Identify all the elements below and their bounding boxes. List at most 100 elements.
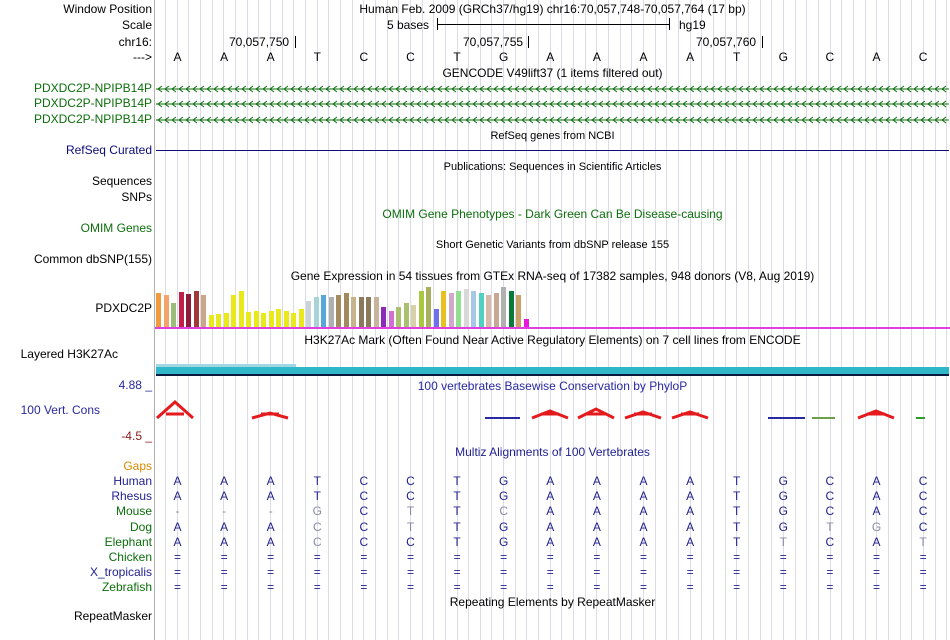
gtex-tissue-bar[interactable]	[261, 313, 266, 327]
refseq-label[interactable]: RefSeq Curated	[65, 143, 152, 157]
gtex-tissue-bar[interactable]	[486, 295, 491, 327]
gencode-transcript-1[interactable]	[156, 83, 949, 93]
gencode-transcript-3[interactable]	[156, 114, 949, 124]
gtex-tissue-bar[interactable]	[321, 295, 326, 327]
window-position-value[interactable]: Human Feb. 2009 (GRCh37/hg19) chr16:70,0…	[359, 2, 746, 16]
species-label-x_tropicalis[interactable]: X_tropicalis	[89, 565, 152, 580]
gtex-tissue-bar[interactable]	[456, 291, 461, 327]
reference-base[interactable]: C	[406, 50, 415, 64]
gtex-tissue-bar[interactable]	[201, 295, 206, 327]
gencode-label-2[interactable]: PDXDC2P-NPIPB14P	[33, 96, 152, 110]
reference-base[interactable]: C	[359, 50, 369, 64]
gencode-label-3[interactable]: PDXDC2P-NPIPB14P	[33, 112, 152, 126]
gtex-tissue-bar[interactable]	[178, 292, 184, 327]
gtex-tissue-bar[interactable]	[358, 297, 364, 327]
phylop-title[interactable]: 100 vertebrates Basewise Conservation by…	[417, 379, 688, 393]
reference-base[interactable]: A	[872, 50, 881, 64]
gtex-tissue-bar[interactable]	[373, 297, 379, 327]
reference-base[interactable]: A	[639, 50, 648, 64]
repeatmasker-label[interactable]: RepeatMasker	[73, 609, 152, 623]
reference-base[interactable]: T	[453, 50, 461, 64]
gtex-tissue-bar[interactable]	[186, 294, 191, 327]
reference-base[interactable]: A	[220, 50, 229, 64]
omim-label[interactable]: OMIM Genes	[80, 221, 152, 235]
gaps-label[interactable]: Gaps	[123, 459, 152, 473]
gtex-tissue-bar[interactable]	[493, 293, 499, 327]
gtex-tissue-bar[interactable]	[396, 307, 401, 327]
gtex-tissue-bar[interactable]	[441, 291, 446, 327]
gtex-tissue-bar[interactable]	[328, 297, 334, 327]
reference-base[interactable]: T	[313, 50, 321, 64]
gtex-tissue-bar[interactable]	[156, 293, 161, 327]
gtex-tissue-bar[interactable]	[381, 307, 386, 327]
gtex-tissue-bar[interactable]	[246, 312, 251, 327]
reference-base[interactable]: A	[686, 50, 695, 64]
gtex-tissue-bar[interactable]	[501, 287, 506, 327]
gtex-tissue-bar[interactable]	[306, 301, 311, 327]
species-label-rhesus[interactable]: Rhesus	[111, 489, 152, 504]
repeatmasker-title[interactable]: Repeating Elements by RepeatMasker	[449, 595, 656, 609]
gtex-tissue-bar[interactable]	[351, 297, 356, 327]
species-label-human[interactable]: Human	[113, 474, 152, 488]
gtex-tissue-bar[interactable]	[508, 291, 514, 327]
reference-base[interactable]: A	[173, 50, 182, 64]
reference-base[interactable]: C	[825, 50, 835, 64]
gtex-tissue-bar[interactable]	[216, 314, 221, 327]
gtex-tissue-bar[interactable]	[463, 289, 469, 327]
snps-label[interactable]: SNPs	[121, 190, 152, 204]
gtex-tissue-bar[interactable]	[388, 311, 394, 327]
gtex-title[interactable]: Gene Expression in 54 tissues from GTEx …	[290, 269, 815, 283]
reference-base[interactable]: A	[546, 50, 555, 64]
gtex-tissue-bar[interactable]	[291, 313, 296, 327]
h3k27ac-signal-top[interactable]	[156, 364, 296, 367]
dbsnp-title[interactable]: Short Genetic Variants from dbSNP releas…	[435, 239, 670, 251]
species-label-dog[interactable]: Dog	[129, 519, 152, 534]
gtex-tissue-bar[interactable]	[223, 313, 229, 327]
gtex-tissue-bar[interactable]	[523, 319, 529, 327]
multiz-title[interactable]: Multiz Alignments of 100 Vertebrates	[455, 445, 650, 459]
refseq-title[interactable]: RefSeq genes from NCBI	[490, 130, 615, 142]
gtex-tissue-bar[interactable]	[171, 303, 176, 327]
gtex-tissue-bar[interactable]	[313, 297, 319, 327]
species-label-chicken[interactable]: Chicken	[108, 550, 152, 564]
gtex-bar-chart[interactable]	[156, 284, 949, 327]
gtex-tissue-bar[interactable]	[448, 293, 454, 327]
gtex-tissue-bar[interactable]	[163, 295, 169, 327]
gtex-tissue-bar[interactable]	[403, 303, 409, 327]
gtex-tissue-bar[interactable]	[471, 291, 476, 327]
gtex-tissue-bar[interactable]	[193, 291, 199, 327]
gencode-label-1[interactable]: PDXDC2P-NPIPB14P	[33, 81, 152, 95]
gtex-tissue-bar[interactable]	[411, 305, 416, 327]
publications-title[interactable]: Publications: Sequences in Scientific Ar…	[443, 161, 662, 173]
gtex-tissue-bar[interactable]	[433, 309, 439, 327]
species-label-zebrafish[interactable]: Zebrafish	[101, 580, 152, 595]
gtex-tissue-bar[interactable]	[426, 287, 431, 327]
gtex-tissue-bar[interactable]	[283, 311, 289, 327]
sequences-label[interactable]: Sequences	[91, 174, 152, 188]
reference-base[interactable]: A	[592, 50, 601, 64]
reference-base[interactable]: A	[266, 50, 275, 64]
gtex-tissue-bar[interactable]	[336, 295, 341, 327]
gtex-tissue-bar[interactable]	[478, 293, 484, 327]
gtex-tissue-bar[interactable]	[268, 311, 274, 327]
species-label-elephant[interactable]: Elephant	[104, 534, 152, 549]
gtex-tissue-bar[interactable]	[343, 293, 349, 327]
gtex-tissue-bar[interactable]	[231, 295, 236, 327]
gtex-tissue-bar[interactable]	[366, 297, 371, 327]
refseq-gene-line[interactable]	[156, 150, 949, 151]
gtex-tissue-bar[interactable]	[276, 309, 281, 327]
gencode-title[interactable]: GENCODE V49lift37 (1 items filtered out)	[442, 66, 663, 80]
gtex-tissue-bar[interactable]	[208, 315, 214, 327]
gtex-tissue-bar[interactable]	[238, 291, 244, 327]
gtex-tissue-bar[interactable]	[516, 295, 521, 327]
reference-base[interactable]: G	[499, 50, 509, 64]
reference-base[interactable]: C	[918, 50, 928, 64]
h3k27ac-title[interactable]: H3K27Ac Mark (Often Found Near Active Re…	[304, 333, 801, 347]
gtex-tissue-bar[interactable]	[298, 309, 304, 327]
reference-base[interactable]: T	[733, 50, 741, 64]
gtex-label[interactable]: PDXDC2P	[95, 301, 152, 315]
gtex-tissue-bar[interactable]	[418, 291, 424, 327]
species-label-mouse[interactable]: Mouse	[115, 504, 152, 519]
omim-title[interactable]: OMIM Gene Phenotypes - Dark Green Can Be…	[382, 207, 723, 221]
gencode-transcript-2[interactable]	[156, 98, 949, 108]
